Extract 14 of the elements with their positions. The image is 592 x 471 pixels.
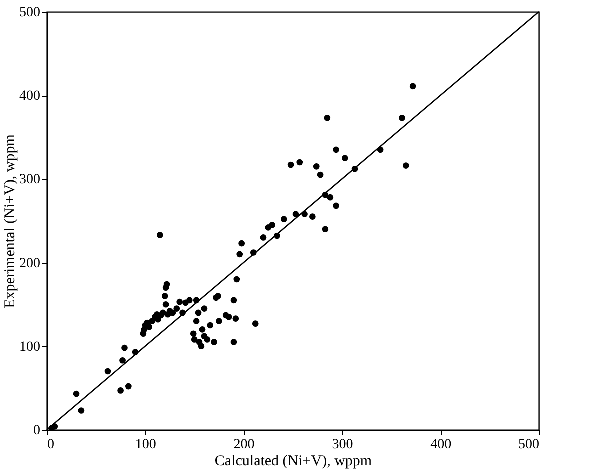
x-axis-title: Calculated (Ni+V), wppm xyxy=(214,454,372,470)
x-tick-label: 300 xyxy=(332,438,354,452)
y-tick-label: 300 xyxy=(20,172,40,188)
y-tick-label: 100 xyxy=(20,340,40,355)
y-tick-label: 200 xyxy=(20,256,40,272)
y-axis-title: Experimental (Ni+V), wppm xyxy=(2,134,18,308)
y-tick-label: 400 xyxy=(20,89,40,104)
x-tick-label: 0 xyxy=(48,438,54,452)
x-tick-label: 200 xyxy=(234,438,255,452)
y-tick-label: 500 xyxy=(20,6,40,20)
x-tick-label: 500 xyxy=(518,438,540,452)
y-tick-label: 0 xyxy=(34,424,40,438)
x-tick-label: 100 xyxy=(135,438,156,452)
x-tick-label: 400 xyxy=(430,438,452,452)
